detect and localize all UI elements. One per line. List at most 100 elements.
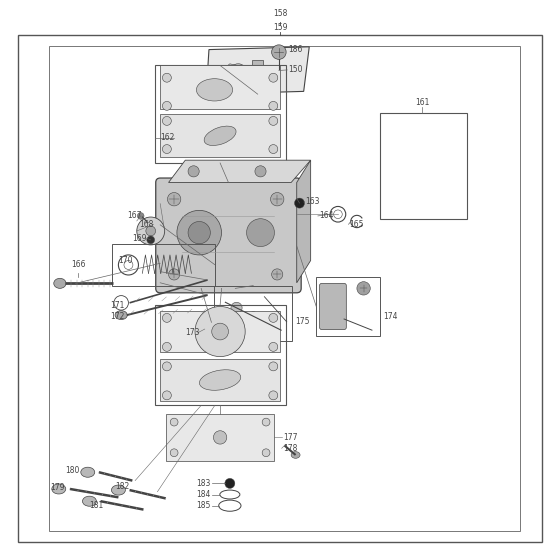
Circle shape — [269, 314, 278, 323]
Bar — [316, 277, 380, 336]
Text: 182: 182 — [115, 482, 130, 491]
Text: 166: 166 — [71, 260, 86, 269]
Text: 185: 185 — [197, 501, 211, 510]
Text: 168: 168 — [139, 220, 154, 229]
Text: 173: 173 — [185, 328, 200, 338]
Text: 167: 167 — [127, 212, 141, 221]
Circle shape — [269, 101, 278, 110]
Text: 170: 170 — [118, 256, 133, 265]
Circle shape — [188, 166, 199, 177]
Text: 150: 150 — [288, 66, 303, 74]
Circle shape — [270, 193, 284, 206]
Circle shape — [269, 362, 278, 371]
Text: 164: 164 — [319, 212, 334, 221]
Text: 184: 184 — [197, 490, 211, 499]
Text: 178: 178 — [283, 444, 297, 453]
Polygon shape — [222, 64, 255, 78]
Bar — [380, 113, 466, 219]
Text: 161: 161 — [415, 98, 430, 108]
Polygon shape — [169, 160, 311, 183]
Text: 162: 162 — [160, 133, 175, 142]
FancyBboxPatch shape — [320, 283, 346, 330]
Ellipse shape — [197, 79, 232, 101]
Text: 172: 172 — [110, 312, 124, 321]
Ellipse shape — [111, 485, 125, 495]
Ellipse shape — [199, 370, 241, 390]
Ellipse shape — [115, 311, 127, 320]
Circle shape — [162, 391, 171, 400]
Circle shape — [246, 219, 274, 246]
Circle shape — [169, 269, 180, 280]
Text: 163: 163 — [305, 198, 320, 207]
Circle shape — [177, 211, 222, 255]
Text: 181: 181 — [90, 501, 104, 510]
Circle shape — [162, 144, 171, 153]
Circle shape — [272, 269, 283, 280]
Circle shape — [230, 64, 246, 81]
Ellipse shape — [82, 496, 96, 506]
Bar — [214, 286, 292, 341]
Bar — [160, 311, 280, 352]
Circle shape — [188, 222, 211, 244]
Circle shape — [213, 431, 227, 444]
Circle shape — [269, 144, 278, 153]
Circle shape — [231, 302, 242, 314]
Text: 183: 183 — [197, 479, 211, 488]
Text: 159: 159 — [273, 23, 287, 32]
Ellipse shape — [204, 126, 236, 146]
Circle shape — [146, 226, 156, 236]
Circle shape — [269, 116, 278, 125]
Text: 179: 179 — [50, 483, 65, 492]
Circle shape — [272, 45, 286, 59]
Circle shape — [170, 418, 178, 426]
Circle shape — [162, 73, 171, 82]
Circle shape — [137, 217, 165, 245]
Text: 175: 175 — [295, 318, 310, 326]
Bar — [160, 359, 280, 401]
Circle shape — [269, 391, 278, 400]
Ellipse shape — [291, 451, 300, 458]
Polygon shape — [252, 60, 263, 67]
Circle shape — [225, 478, 235, 488]
Circle shape — [162, 314, 171, 323]
Ellipse shape — [81, 467, 95, 477]
Circle shape — [137, 213, 144, 220]
Circle shape — [234, 68, 242, 76]
Circle shape — [162, 116, 171, 125]
Circle shape — [162, 342, 171, 351]
Text: 177: 177 — [283, 433, 297, 442]
Circle shape — [162, 101, 171, 110]
Ellipse shape — [52, 484, 66, 494]
Polygon shape — [297, 160, 311, 283]
Circle shape — [167, 193, 181, 206]
Text: 186: 186 — [288, 45, 303, 54]
Text: 165: 165 — [349, 220, 364, 229]
Bar — [155, 305, 286, 405]
Circle shape — [269, 73, 278, 82]
Bar — [155, 66, 286, 163]
Bar — [160, 66, 280, 109]
Circle shape — [147, 236, 155, 244]
Circle shape — [269, 342, 278, 351]
FancyBboxPatch shape — [156, 178, 301, 293]
Bar — [166, 414, 274, 461]
Circle shape — [262, 449, 270, 456]
Text: 174: 174 — [384, 312, 398, 321]
Ellipse shape — [54, 278, 66, 288]
Text: 180: 180 — [66, 466, 80, 475]
Circle shape — [212, 323, 228, 340]
Circle shape — [255, 166, 266, 177]
Circle shape — [295, 198, 305, 208]
Circle shape — [162, 362, 171, 371]
Text: 158: 158 — [273, 9, 287, 18]
Bar — [49, 46, 520, 531]
Text: 171: 171 — [110, 301, 124, 310]
Circle shape — [195, 306, 245, 357]
Text: 169: 169 — [132, 234, 147, 242]
Polygon shape — [206, 47, 309, 94]
Circle shape — [262, 418, 270, 426]
Circle shape — [357, 282, 370, 295]
Circle shape — [170, 449, 178, 456]
Bar — [111, 244, 215, 286]
Bar — [160, 114, 280, 157]
